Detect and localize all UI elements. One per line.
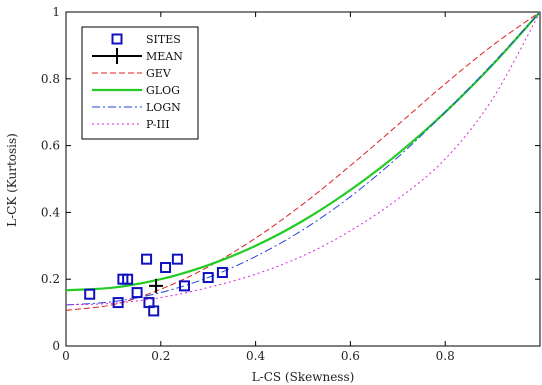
y-axis-label: L-CK (Kurtosis) (5, 133, 19, 227)
site-point (179, 280, 190, 292)
legend-label: P-III (146, 118, 170, 131)
site-point (171, 253, 183, 265)
site-point (202, 272, 214, 284)
y-tick-label: 0.4 (41, 205, 60, 219)
site-point (131, 287, 143, 299)
site-point (216, 267, 228, 279)
site-point (160, 262, 172, 274)
mean-marker (149, 278, 164, 293)
legend-label: GEV (146, 67, 172, 80)
x-tick-label: 0.4 (246, 349, 265, 363)
y-tick-label: 0.2 (41, 272, 60, 286)
site-point (141, 253, 153, 265)
site-point (122, 273, 134, 285)
legend-entry: LOGN (92, 101, 181, 114)
site-point (112, 297, 124, 309)
legend-entry: MEAN (92, 48, 183, 64)
site-point (84, 288, 96, 300)
site-point (148, 305, 160, 317)
x-axis-label: L-CS (Skewness) (252, 370, 355, 384)
curve-gev (66, 12, 540, 311)
legend-label: MEAN (146, 50, 183, 63)
curve-logn (66, 12, 540, 306)
x-tick-label: 0.2 (151, 349, 170, 363)
curve-p-iii (66, 12, 540, 306)
x-tick-label: 0.6 (341, 349, 360, 363)
legend-entry: SITES (111, 33, 181, 46)
legend-box (81, 26, 199, 140)
y-tick-label: 0.8 (41, 72, 60, 86)
legend-entry: P-III (92, 118, 170, 131)
x-tick-label: 0 (62, 349, 70, 363)
curve-glog (66, 12, 540, 292)
y-tick-label: 0.6 (41, 139, 60, 153)
y-tick-label: 0 (52, 339, 60, 353)
legend-label: SITES (146, 33, 181, 46)
legend-label: GLOG (146, 84, 180, 97)
legend-label: LOGN (146, 101, 181, 114)
legend-entry: GEV (92, 67, 172, 80)
y-tick-label: 1 (52, 5, 60, 19)
legend-entry: GLOG (92, 84, 180, 97)
x-tick-label: 0.8 (436, 349, 455, 363)
